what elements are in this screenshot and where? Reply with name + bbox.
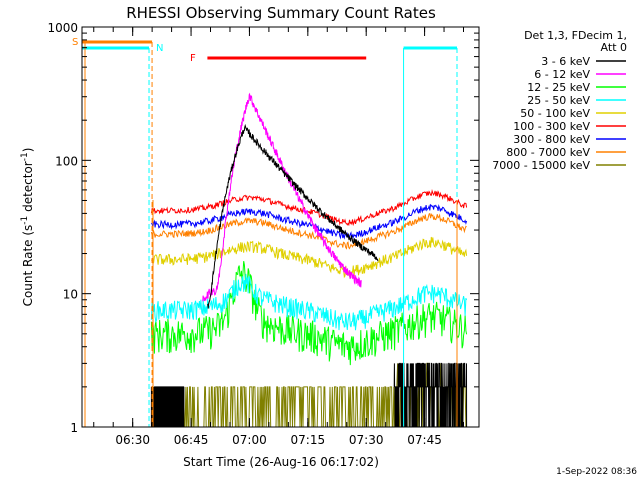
- x-tick-label: 07:30: [349, 433, 384, 447]
- series-line-50-100keV: [150, 236, 468, 279]
- x-tick-label: 06:30: [115, 433, 150, 447]
- legend-entry-label: 800 - 7000 keV: [506, 146, 590, 159]
- legend-header: Det 1,3, FDecim 1,: [524, 29, 627, 42]
- series-line-100-300keV: [150, 189, 468, 227]
- x-tick-label: 06:45: [174, 433, 209, 447]
- legend-header-att: Att 0: [601, 41, 627, 54]
- y-tick-label: 1000: [47, 21, 78, 35]
- footer-date: 1-Sep-2022 08:36: [556, 467, 637, 477]
- series-line-3-6keV-pre: [150, 386, 185, 428]
- flag-label-f: F: [190, 53, 196, 64]
- y-tick-label: 10: [63, 288, 78, 302]
- series-line-3-6keV: [207, 123, 379, 309]
- x-axis: 06:30 06:45 07:00 07:15 07:30 07:45: [93, 27, 465, 447]
- x-tick-label: 07:15: [291, 433, 326, 447]
- legend-entry-label: 3 - 6 keV: [541, 55, 590, 68]
- y-axis: 1 10 100 1000: [47, 21, 479, 435]
- series-line-800-7000keV: [150, 212, 467, 250]
- series-line-25-50keV: [150, 273, 468, 331]
- y-tick-label: 1: [70, 421, 78, 435]
- x-tick-label: 07:00: [232, 433, 267, 447]
- plot-frame: [81, 26, 480, 428]
- series-line-300-800keV: [151, 203, 468, 240]
- chart-title: RHESSI Observing Summary Count Rates: [126, 4, 436, 22]
- y-tick-label: 100: [55, 154, 78, 168]
- series-line-6-12keV: [202, 92, 362, 302]
- legend-entry-label: 25 - 50 keV: [527, 94, 590, 107]
- legend-entry-label: 50 - 100 keV: [520, 107, 590, 120]
- legend-entry-label: 7000 - 15000 keV: [492, 159, 590, 172]
- flag-label-s: S: [72, 37, 78, 48]
- legend-entry-label: 100 - 300 keV: [513, 120, 590, 133]
- x-tick-label: 07:45: [407, 433, 442, 447]
- legend-entry-label: 300 - 800 keV: [513, 133, 590, 146]
- legend-entry-label: 6 - 12 keV: [534, 68, 590, 81]
- plot-area: S N F: [72, 37, 468, 428]
- x-axis-label: Start Time (26-Aug-16 06:17:02): [183, 455, 379, 469]
- flag-label-n: N: [156, 43, 163, 54]
- series-line-3-6keV-post: [393, 362, 468, 428]
- series-line-12-25keV: [150, 261, 468, 366]
- legend-entry-label: 12 - 25 keV: [527, 81, 590, 94]
- y-axis-label: Count Rate (s-1 detector-1): [20, 148, 35, 307]
